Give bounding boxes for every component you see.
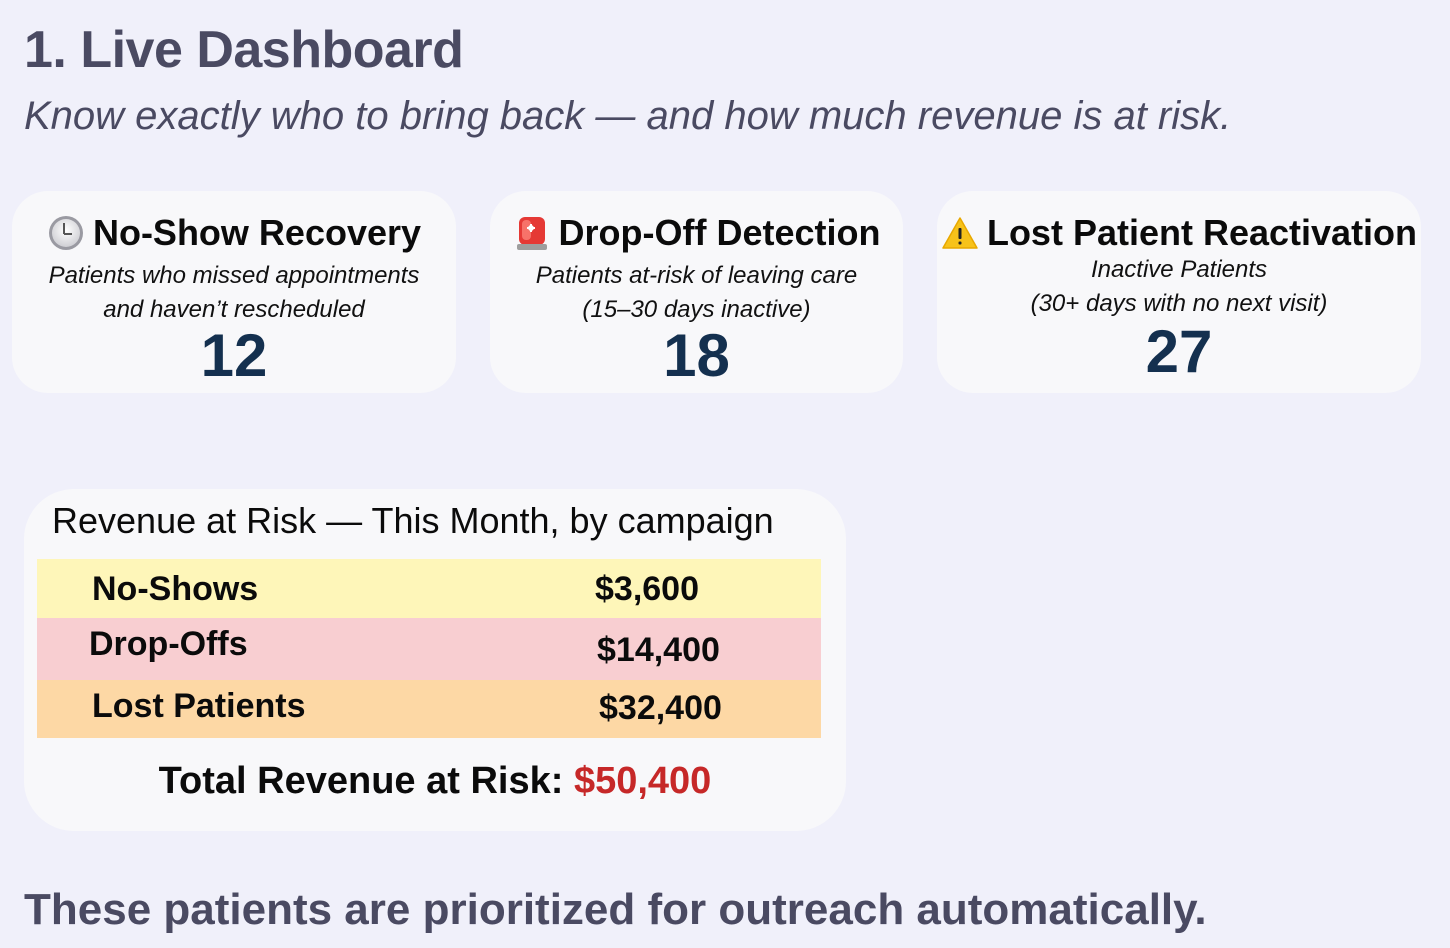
revenue-table: No-Shows $3,600 Drop-Offs $14,400 Lost P… (37, 559, 821, 738)
total-label: Total Revenue at Risk: (158, 760, 564, 802)
card-value: 27 (1145, 318, 1213, 385)
card-drop-off-detection: Drop-Off Detection Patients at-risk of l… (490, 191, 903, 393)
card-description: Inactive Patients (30+ days with no next… (1030, 256, 1328, 317)
revenue-row-lost-patients: Lost Patients $32,400 (37, 680, 821, 738)
revenue-row-drop-offs: Drop-Offs $14,400 (37, 618, 821, 680)
row-label: No-Shows (92, 570, 259, 608)
row-label: Lost Patients (92, 687, 306, 725)
card-title: No-Show Recovery (92, 212, 422, 253)
card-value: 12 (200, 322, 268, 389)
card-description: Patients who missed appointments and hav… (48, 262, 420, 323)
revenue-title: Revenue at Risk — This Month, by campaig… (52, 500, 774, 541)
card-title: Drop-Off Detection (558, 212, 881, 253)
row-label: Drop-Offs (89, 625, 248, 663)
row-value: $3,600 (595, 570, 699, 608)
row-value: $32,400 (599, 689, 722, 727)
page-subtitle: Know exactly who to bring back — and how… (24, 94, 1232, 138)
card-title: Lost Patient Reactivation (986, 212, 1418, 253)
warning-icon (941, 214, 979, 252)
revenue-row-no-shows: No-Shows $3,600 (37, 559, 821, 618)
row-value: $14,400 (597, 631, 720, 669)
revenue-total: Total Revenue at Risk: $50,400 (24, 757, 846, 805)
card-no-show-recovery: No-Show Recovery Patients who missed app… (12, 191, 456, 393)
total-amount: $50,400 (573, 760, 712, 802)
page-title: 1. Live Dashboard (24, 21, 464, 79)
footer-note: These patients are prioritized for outre… (24, 885, 1207, 934)
card-value: 18 (663, 322, 730, 389)
revenue-at-risk-panel: Revenue at Risk — This Month, by campaig… (24, 489, 846, 831)
card-lost-patient-reactivation: Lost Patient Reactivation Inactive Patie… (937, 191, 1421, 393)
clock-icon (47, 214, 85, 252)
card-description: Patients at-risk of leaving care (15–30 … (535, 262, 858, 323)
siren-icon (513, 214, 551, 252)
